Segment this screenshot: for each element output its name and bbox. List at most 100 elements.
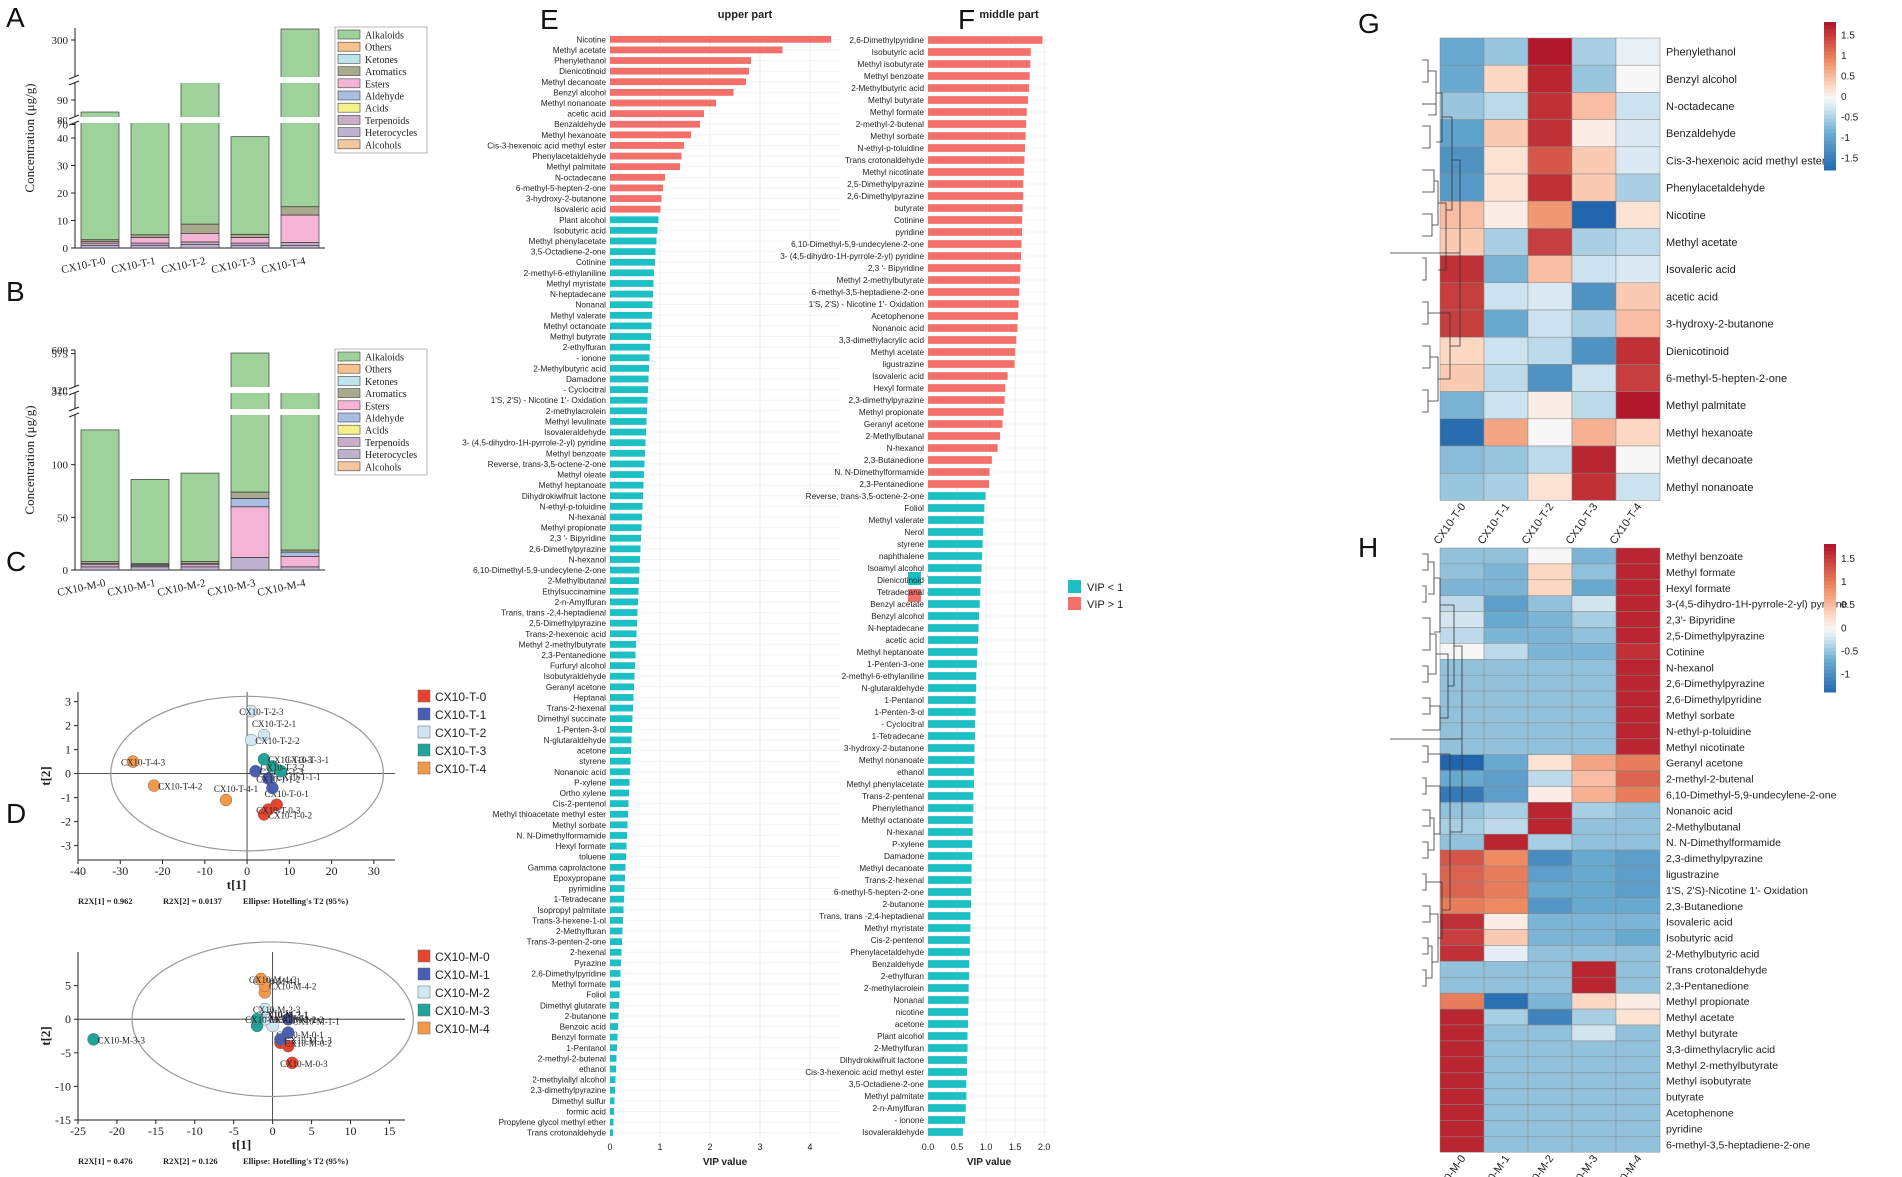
vip-bar — [610, 916, 623, 924]
score-point — [258, 1002, 272, 1016]
heatmap-cell — [1527, 173, 1573, 202]
heatmap-cell — [1615, 961, 1661, 978]
colorbar-step — [1824, 36, 1836, 41]
heatmap-cell — [1527, 547, 1573, 565]
category-label: Trans-2-hexenal — [547, 704, 606, 713]
vip-bar — [610, 67, 749, 75]
column-label: CX10-T-0 — [1432, 501, 1469, 546]
heatmap-cell — [1527, 770, 1573, 787]
dendrogram-branch — [1422, 937, 1429, 955]
legend-label: CX10-M-0 — [435, 950, 490, 964]
category-label: N-ethyl-p-toluidine — [858, 144, 925, 153]
category-label: acetone — [577, 747, 607, 756]
vip-bar — [928, 792, 974, 800]
x-tick-label: 1.0 — [980, 1142, 993, 1152]
legend-swatch-low — [1068, 580, 1081, 593]
row-label: 2,3-Pentanedione — [1666, 980, 1749, 992]
category-label: 1'S, 2'S) - Nicotine 1'- Oxidation — [491, 396, 607, 405]
heatmap-cell — [1439, 579, 1485, 596]
row-label: Phenylacetaldehyde — [1666, 183, 1765, 195]
heatmap-cell — [1615, 282, 1661, 311]
category-label: 6-methyl-3,5-heptadiene-2-one — [812, 288, 925, 297]
colorbar-step — [1824, 144, 1836, 149]
category-label: Isovaleric acid — [554, 205, 606, 214]
category-label: Acetophenone — [871, 312, 924, 321]
colorbar-step — [1824, 151, 1836, 156]
heatmap-cell — [1483, 1024, 1529, 1042]
hotelling-ellipse — [131, 941, 414, 1098]
heatmap-cell — [1571, 1088, 1617, 1105]
heatmap-cell — [1527, 336, 1573, 365]
row-label: Cotinine — [1666, 646, 1705, 658]
vip-bar — [610, 163, 680, 171]
heatmap-cell — [1615, 336, 1661, 365]
heatmap-cell — [1527, 786, 1573, 803]
colorbar-step — [1824, 92, 1836, 97]
category-label: 2,3 '- Bipyridine — [868, 264, 925, 273]
heatmap-cell — [1571, 309, 1617, 338]
score-plot-d: -25 -20 -15 -10 -5 0 5 10 15 -15 -10 -5 0 5 t[1] t[2] CX… — [38, 941, 490, 1166]
score-point — [261, 803, 275, 816]
category-label: 2,3 '- Bipyridine — [550, 534, 607, 543]
legend-label: Ketones — [365, 55, 398, 66]
y-tick-label: -1 — [61, 791, 71, 805]
footnote-r2x1: R2X[1] = 0.962 — [78, 896, 133, 906]
heatmap-cell — [1483, 1072, 1529, 1089]
heatmap-cell — [1483, 913, 1529, 930]
heatmap-cell — [1571, 643, 1617, 660]
x-axis-title: t[1] — [227, 877, 247, 892]
vip-bar — [610, 885, 625, 892]
row-label: Hexyl formate — [1666, 583, 1731, 595]
point-label: CX10-M-1-1 — [292, 1017, 340, 1027]
dendrogram-branch — [1440, 604, 1455, 687]
legend-label: Alcohols — [365, 462, 401, 473]
y-tick-label: 3 — [65, 695, 71, 709]
x-tick-label: CX10-T-4 — [260, 255, 307, 276]
category-label: Methyl benzoate — [546, 449, 607, 458]
heatmap-cell — [1527, 579, 1573, 596]
category-label: Dihydrokiwifruit lactone — [840, 1056, 925, 1065]
vip-bar — [928, 96, 1028, 104]
colorbar-step — [1824, 603, 1836, 608]
vip-bar — [610, 290, 653, 298]
colorbar-step — [1824, 121, 1836, 127]
colorbar-step — [1824, 133, 1836, 138]
legend-label: Esters — [365, 79, 390, 90]
heatmap-cell — [1483, 961, 1529, 978]
heatmap-cell — [1571, 579, 1617, 596]
colorbar-step — [1824, 110, 1836, 115]
heatmap-cell — [1615, 945, 1661, 962]
point-label: CX10-M-2-1 — [261, 1010, 309, 1020]
bar-segment — [180, 472, 220, 562]
column-label: CX10-M-0 — [1430, 1153, 1469, 1177]
panel-label-e: E — [540, 4, 559, 35]
heatmap-cell — [1615, 659, 1661, 676]
row-label: Geranyl acetone — [1666, 758, 1743, 770]
vip-bar — [610, 1097, 615, 1105]
row-label: pyridine — [1666, 1123, 1703, 1135]
colorbar-step — [1824, 688, 1836, 693]
vip-bar — [610, 237, 657, 245]
heatmap-cell — [1571, 786, 1617, 803]
score-point — [249, 764, 262, 778]
vip-bar — [610, 577, 639, 585]
category-label: Methyl butyrate — [868, 96, 924, 105]
category-label: Hexyl formate — [873, 384, 924, 393]
dendrogram-branch — [1422, 777, 1427, 795]
y-tick-label: -3 — [61, 839, 71, 853]
row-label: 2,6-Dimethylpyridine — [1666, 694, 1762, 706]
row-label: Methyl hexanoate — [1666, 427, 1753, 439]
point-label: CX10-T-3-3 — [268, 755, 313, 765]
colorbar-step — [1824, 551, 1836, 556]
heatmap-cell — [1483, 770, 1529, 787]
vip-bar — [928, 300, 1019, 308]
vip-bar — [928, 1032, 968, 1040]
score-point — [266, 760, 279, 773]
legend-swatch — [337, 437, 361, 447]
vip-bar — [928, 264, 1021, 272]
vip-bar — [928, 216, 1023, 224]
colorbar-step — [1824, 673, 1836, 678]
heatmap-cell — [1615, 770, 1661, 787]
heatmap-cell — [1483, 418, 1529, 447]
row-label: Phenylethanol — [1666, 47, 1736, 59]
